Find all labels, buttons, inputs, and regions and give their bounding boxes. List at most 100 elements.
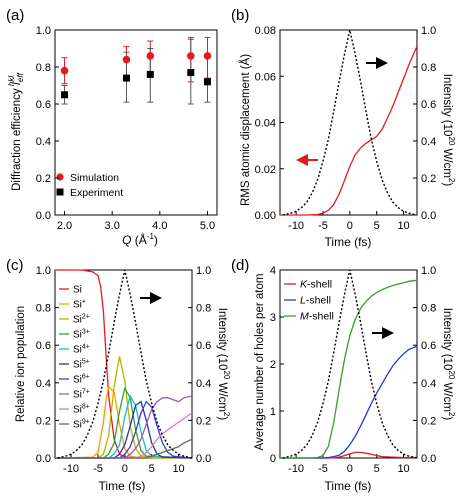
experiment-point — [122, 74, 130, 82]
x-tick-label: -5 — [93, 463, 103, 475]
x-tick-label: -5 — [318, 463, 328, 475]
y-right-tick-label: 0.6 — [421, 99, 436, 111]
y-tick-label: 0.06 — [255, 71, 276, 83]
y-tick-label: 0.8 — [36, 303, 51, 315]
y-right-tick-label: 0.4 — [196, 378, 211, 390]
x-tick-label: -5 — [318, 220, 328, 232]
y-tick-label: 0.0 — [36, 453, 51, 465]
y-right-tick-label: 0.6 — [196, 340, 211, 352]
plot-frame-b — [279, 29, 418, 216]
y-right-tick-label: 0.0 — [196, 453, 211, 465]
y-right-tick-label: 0.8 — [196, 303, 211, 315]
x-tick-label: 5 — [149, 463, 155, 475]
x-axis-label-a: Q (Å-1) — [122, 232, 158, 247]
y-tick-label: 2 — [270, 359, 276, 371]
ion-population-line — [55, 400, 193, 459]
y-right-tick-label: 0.6 — [421, 340, 436, 352]
panel-label-d: (d) — [231, 257, 249, 274]
legend-label: Si4+ — [73, 344, 90, 356]
y-tick-label: 0.6 — [36, 99, 51, 111]
x-tick-label: 10 — [397, 463, 409, 475]
x-tick-label: -10 — [288, 463, 304, 475]
legend-c: Si Si+ Si2+ Si3+ Si4+ Si5+ Si6+ Si7+ Si8+ Si9+ — [59, 285, 90, 431]
x-tick-label: 4.0 — [152, 220, 167, 232]
y-tick-label: 0.6 — [36, 340, 51, 352]
y-tick-label: 3 — [270, 312, 276, 324]
y-right-tick-label: 0.2 — [421, 415, 436, 427]
y-right-tick-label: 1.0 — [421, 25, 436, 37]
y-axis-label-a: Diffraction efficiency Ieffhkl — [7, 72, 25, 191]
y-tick-label: 0.00 — [255, 210, 276, 222]
legend-marker-simulation — [56, 173, 64, 181]
x-tick-label: 5 — [374, 463, 380, 475]
simulation-point — [122, 55, 131, 64]
y-right-tick-label: 0.0 — [421, 453, 436, 465]
panel-c: (c) Relative ion population Intensity (1… — [6, 257, 231, 493]
rms-displacement-line — [280, 45, 418, 216]
y-axis-right-label-d: Intensity (1020 W/cm2) — [441, 308, 456, 421]
x-tick-label: 10 — [397, 220, 409, 232]
intensity-pulse-line — [57, 269, 193, 459]
plot-marks: 2.0 3.0 4.0 5.00.00.20.40.60.81.0-10 -5 0 5 100… — [36, 25, 437, 475]
legend-label: M-shell — [300, 311, 334, 323]
x-tick-label: 0 — [347, 463, 353, 475]
y-tick-label: 0.04 — [255, 118, 276, 130]
ion-population-line — [55, 386, 193, 459]
legend-label: Si9+ — [73, 419, 90, 431]
x-tick-label: 3.0 — [105, 220, 120, 232]
x-axis-label-c: Time (fs) — [99, 479, 146, 493]
legend-label: Si — [73, 285, 82, 296]
experiment-point — [61, 91, 69, 99]
legend-a: Simulation Experiment — [56, 172, 123, 199]
y-axis-label-d: Average number of holes per atom — [254, 274, 266, 451]
y-right-tick-label: 1.0 — [196, 265, 211, 277]
legend-label: Si8+ — [73, 404, 90, 416]
panel-d: (d) Average number of holes per atom Int… — [231, 257, 456, 493]
panel-label-c: (c) — [6, 257, 24, 274]
y-tick-label: 1.0 — [36, 265, 51, 277]
legend-label: L-shell — [300, 295, 331, 307]
ion-population-line — [54, 385, 192, 459]
y-right-tick-label: 0.4 — [421, 378, 436, 390]
x-tick-label: 5.0 — [200, 220, 215, 232]
simulation-point — [186, 52, 195, 60]
y-axis-label-b: RMS atomic displacement (Å) — [239, 54, 252, 206]
x-tick-label: 0 — [122, 463, 128, 475]
legend-label: Si3+ — [73, 329, 90, 341]
ion-population-line — [55, 412, 193, 459]
ion-population-line — [55, 356, 193, 459]
legend-d: K-shell L-shell M-shell — [284, 279, 334, 323]
y-right-tick-label: 0.8 — [421, 303, 436, 315]
y-tick-label: 0.4 — [36, 136, 51, 148]
y-tick-label: 1 — [270, 406, 276, 418]
y-axis-right-label-c: Intensity (1020 W/cm2) — [216, 308, 231, 421]
legend-label: K-shell — [300, 279, 332, 291]
panel-a: (a) Diffraction efficiency Ieffhkl Q (Å-… — [6, 7, 158, 247]
y-right-tick-label: 0.2 — [196, 415, 211, 427]
x-tick-label: 2.0 — [57, 220, 72, 232]
plot-frame-a — [54, 29, 218, 216]
holes-per-atom-line — [280, 345, 418, 459]
y-tick-label: 1.0 — [36, 25, 51, 37]
y-right-tick-label: 0.0 — [421, 210, 436, 222]
simulation-point — [146, 52, 155, 60]
y-right-tick-label: 0.2 — [421, 173, 436, 185]
y-axis-right-label-b: Intensity (1020 W/cm2) — [441, 74, 456, 187]
x-tick-label: 0 — [347, 220, 353, 232]
intensity-pulse-line — [282, 29, 418, 216]
legend-label: Si2+ — [73, 314, 90, 326]
x-tick-label: -10 — [288, 220, 304, 232]
holes-per-atom-line — [280, 451, 417, 459]
simulation-point — [203, 52, 212, 60]
ion-population-line — [55, 395, 193, 459]
y-tick-label: 0 — [270, 453, 276, 465]
y-tick-label: 0.8 — [36, 62, 51, 74]
panel-b: (b) RMS atomic displacement (Å) Intensit… — [231, 7, 456, 249]
y-tick-label: 0.08 — [255, 25, 276, 37]
x-axis-label-b: Time (fs) — [325, 235, 372, 249]
x-axis-label-d: Time (fs) — [325, 479, 372, 493]
y-tick-label: 0.2 — [36, 173, 51, 185]
legend-marker-experiment — [56, 188, 64, 196]
ion-population-line — [55, 394, 193, 459]
